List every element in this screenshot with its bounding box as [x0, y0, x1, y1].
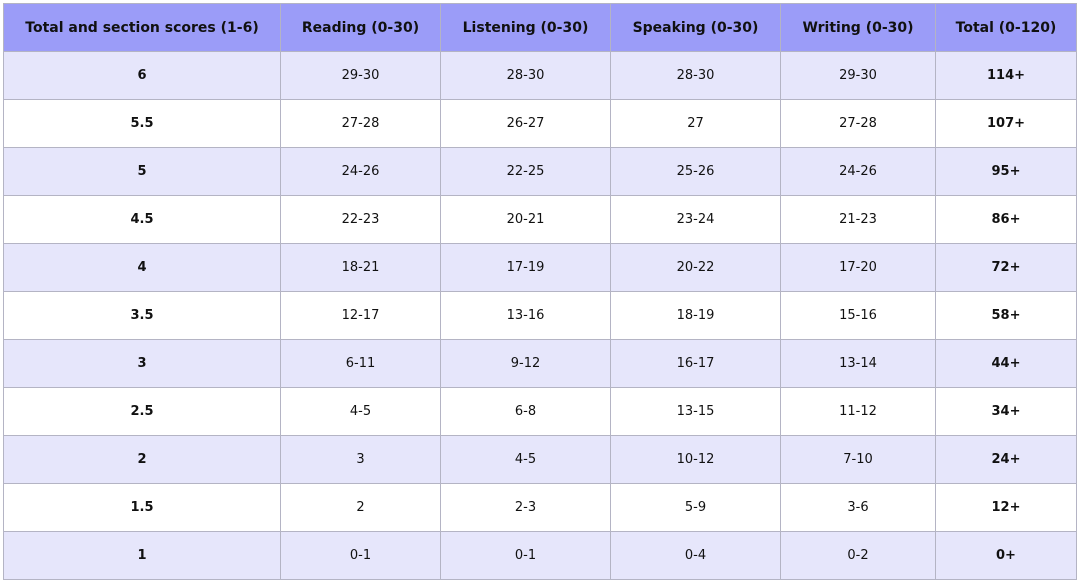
- section-cell: 7-10: [780, 435, 936, 484]
- section-cell: 3: [280, 435, 441, 484]
- total-cell: 95+: [935, 147, 1077, 196]
- table-row: 2 3 4-5 10-12 7-10 24+: [3, 435, 1077, 484]
- section-cell: 28-30: [610, 51, 781, 100]
- section-cell: 17-20: [780, 243, 936, 292]
- total-cell: 0+: [935, 531, 1077, 580]
- section-cell: 2-3: [440, 483, 611, 532]
- score-cell: 1: [3, 531, 281, 580]
- total-cell: 34+: [935, 387, 1077, 436]
- score-table: Total and section scores (1-6) Reading (0…: [3, 3, 1077, 580]
- header-cell: Reading (0-30): [280, 3, 441, 52]
- section-cell: 5-9: [610, 483, 781, 532]
- score-cell: 3.5: [3, 291, 281, 340]
- section-cell: 22-23: [280, 195, 441, 244]
- section-cell: 27-28: [280, 99, 441, 148]
- table-row: 4 18-21 17-19 20-22 17-20 72+: [3, 243, 1077, 292]
- section-cell: 13-14: [780, 339, 936, 388]
- section-cell: 16-17: [610, 339, 781, 388]
- table-row: 2.5 4-5 6-8 13-15 11-12 34+: [3, 387, 1077, 436]
- total-cell: 72+: [935, 243, 1077, 292]
- section-cell: 20-22: [610, 243, 781, 292]
- section-cell: 23-24: [610, 195, 781, 244]
- score-cell: 2: [3, 435, 281, 484]
- section-cell: 20-21: [440, 195, 611, 244]
- table-row: 5 24-26 22-25 25-26 24-26 95+: [3, 147, 1077, 196]
- section-cell: 25-26: [610, 147, 781, 196]
- score-cell: 3: [3, 339, 281, 388]
- score-cell: 4: [3, 243, 281, 292]
- table-body: 6 29-30 28-30 28-30 29-30 114+ 5.5 27-28 26-27 27…: [3, 51, 1077, 580]
- section-cell: 22-25: [440, 147, 611, 196]
- section-cell: 15-16: [780, 291, 936, 340]
- header-row: Total and section scores (1-6) Reading (0…: [3, 3, 1077, 52]
- section-cell: 27: [610, 99, 781, 148]
- table-row: 3 6-11 9-12 16-17 13-14 44+: [3, 339, 1077, 388]
- total-cell: 44+: [935, 339, 1077, 388]
- header-cell: Writing (0-30): [780, 3, 936, 52]
- header-cell: Speaking (0-30): [610, 3, 781, 52]
- total-cell: 114+: [935, 51, 1077, 100]
- header-cell: Listening (0-30): [440, 3, 611, 52]
- header-cell: Total (0-120): [935, 3, 1077, 52]
- score-cell: 1.5: [3, 483, 281, 532]
- section-cell: 10-12: [610, 435, 781, 484]
- score-cell: 5: [3, 147, 281, 196]
- table-row: 4.5 22-23 20-21 23-24 21-23 86+: [3, 195, 1077, 244]
- section-cell: 13-16: [440, 291, 611, 340]
- score-cell: 5.5: [3, 99, 281, 148]
- score-cell: 2.5: [3, 387, 281, 436]
- table-row: 5.5 27-28 26-27 27 27-28 107+: [3, 99, 1077, 148]
- section-cell: 0-2: [780, 531, 936, 580]
- section-cell: 17-19: [440, 243, 611, 292]
- section-cell: 24-26: [780, 147, 936, 196]
- total-cell: 24+: [935, 435, 1077, 484]
- section-cell: 11-12: [780, 387, 936, 436]
- total-cell: 86+: [935, 195, 1077, 244]
- section-cell: 3-6: [780, 483, 936, 532]
- section-cell: 6-8: [440, 387, 611, 436]
- total-cell: 107+: [935, 99, 1077, 148]
- section-cell: 27-28: [780, 99, 936, 148]
- header-cell: Total and section scores (1-6): [3, 3, 281, 52]
- table-row: 1.5 2 2-3 5-9 3-6 12+: [3, 483, 1077, 532]
- score-cell: 4.5: [3, 195, 281, 244]
- section-cell: 9-12: [440, 339, 611, 388]
- section-cell: 0-4: [610, 531, 781, 580]
- section-cell: 13-15: [610, 387, 781, 436]
- score-cell: 6: [3, 51, 281, 100]
- section-cell: 12-17: [280, 291, 441, 340]
- section-cell: 24-26: [280, 147, 441, 196]
- section-cell: 18-21: [280, 243, 441, 292]
- table-row: 3.5 12-17 13-16 18-19 15-16 58+: [3, 291, 1077, 340]
- section-cell: 28-30: [440, 51, 611, 100]
- table-row: 1 0-1 0-1 0-4 0-2 0+: [3, 531, 1077, 580]
- section-cell: 29-30: [280, 51, 441, 100]
- section-cell: 0-1: [280, 531, 441, 580]
- section-cell: 4-5: [440, 435, 611, 484]
- section-cell: 6-11: [280, 339, 441, 388]
- section-cell: 0-1: [440, 531, 611, 580]
- table-row: 6 29-30 28-30 28-30 29-30 114+: [3, 51, 1077, 100]
- section-cell: 29-30: [780, 51, 936, 100]
- table-header: Total and section scores (1-6) Reading (0…: [3, 3, 1077, 52]
- section-cell: 21-23: [780, 195, 936, 244]
- section-cell: 26-27: [440, 99, 611, 148]
- total-cell: 58+: [935, 291, 1077, 340]
- section-cell: 2: [280, 483, 441, 532]
- section-cell: 4-5: [280, 387, 441, 436]
- section-cell: 18-19: [610, 291, 781, 340]
- total-cell: 12+: [935, 483, 1077, 532]
